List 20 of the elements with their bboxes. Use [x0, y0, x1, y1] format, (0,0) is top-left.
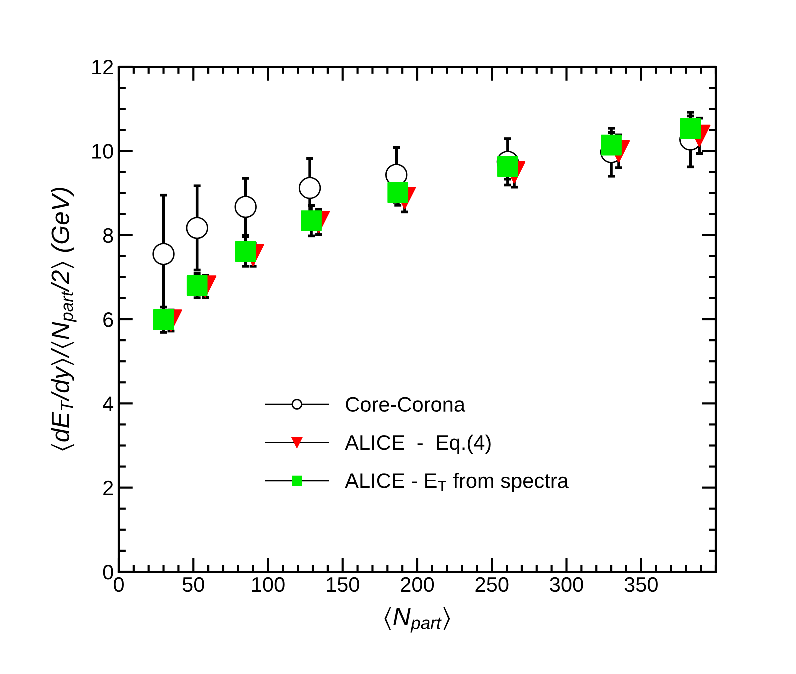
x-tick-label: 300: [550, 577, 584, 592]
x-tick-label: 150: [327, 577, 360, 592]
y-tick-label: 2: [104, 480, 114, 496]
x-axis-title: ⟨N$_{part}$⟩: [384, 607, 450, 633]
x-tick-label: 200: [401, 577, 434, 592]
y-tick-label: 6: [104, 312, 114, 328]
y-tick-label: 10: [92, 144, 114, 159]
y-tick-label: 8: [103, 228, 114, 244]
y-tick-label: 0: [103, 565, 114, 580]
legend-label: ALICE - Eq.(4): [345, 434, 491, 454]
x-tick-label: 100: [252, 577, 285, 592]
x-tick-label: 50: [182, 577, 204, 592]
y-axis-title: ⟨dE$_{T}$/dy⟩/⟨N$_{part}$/2⟩ (GeV): [51, 188, 77, 451]
legend-label: ALICE - E$_{T}$ from spectra: [345, 473, 569, 492]
y-tick-label: 12: [92, 60, 114, 75]
x-tick-label: 250: [476, 577, 509, 592]
legend-label: Core-Corona: [346, 397, 466, 412]
x-tick-label: 350: [624, 577, 658, 592]
y-tick-label: 4: [103, 396, 114, 412]
x-tick-label: 0: [114, 577, 124, 592]
